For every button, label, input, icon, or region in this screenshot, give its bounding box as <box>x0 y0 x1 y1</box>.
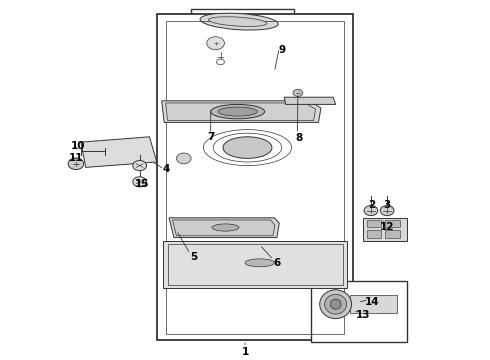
Text: 10: 10 <box>71 141 86 151</box>
Circle shape <box>293 89 303 96</box>
Circle shape <box>68 158 84 170</box>
Text: 1: 1 <box>242 347 248 357</box>
Polygon shape <box>163 241 347 288</box>
Ellipse shape <box>212 224 239 231</box>
Polygon shape <box>81 137 157 167</box>
Text: 14: 14 <box>365 297 380 307</box>
Ellipse shape <box>208 17 267 27</box>
Bar <box>166 21 344 334</box>
Bar <box>385 230 400 238</box>
Polygon shape <box>172 220 275 236</box>
Text: 9: 9 <box>278 45 285 55</box>
Text: 7: 7 <box>207 132 215 142</box>
Text: 15: 15 <box>135 179 149 189</box>
Text: 11: 11 <box>69 153 83 163</box>
Text: 4: 4 <box>163 164 171 174</box>
Text: 8: 8 <box>295 132 302 143</box>
Bar <box>367 220 381 227</box>
Bar <box>191 9 294 72</box>
Ellipse shape <box>325 294 347 314</box>
Text: 12: 12 <box>380 222 394 232</box>
Circle shape <box>217 59 224 65</box>
Text: 3: 3 <box>384 200 391 210</box>
Circle shape <box>207 37 224 50</box>
Bar <box>311 281 407 342</box>
Circle shape <box>380 206 394 216</box>
Bar <box>385 220 400 227</box>
Ellipse shape <box>211 104 265 119</box>
Circle shape <box>176 153 191 164</box>
Ellipse shape <box>200 13 278 30</box>
Ellipse shape <box>245 259 274 267</box>
Polygon shape <box>166 103 316 121</box>
Circle shape <box>133 161 147 171</box>
Ellipse shape <box>320 290 352 319</box>
Ellipse shape <box>223 137 272 158</box>
Text: 13: 13 <box>355 310 370 320</box>
Text: 2: 2 <box>368 200 375 210</box>
Bar <box>168 244 343 285</box>
Ellipse shape <box>218 107 257 116</box>
Polygon shape <box>162 101 321 122</box>
Polygon shape <box>169 218 279 238</box>
Bar <box>350 295 397 313</box>
Bar <box>367 230 381 238</box>
Ellipse shape <box>330 299 341 309</box>
Polygon shape <box>284 97 336 104</box>
Bar <box>363 218 407 241</box>
Circle shape <box>133 177 147 187</box>
Circle shape <box>364 206 378 216</box>
Bar <box>157 14 353 340</box>
Text: 5: 5 <box>190 252 197 262</box>
Text: 6: 6 <box>273 258 280 268</box>
